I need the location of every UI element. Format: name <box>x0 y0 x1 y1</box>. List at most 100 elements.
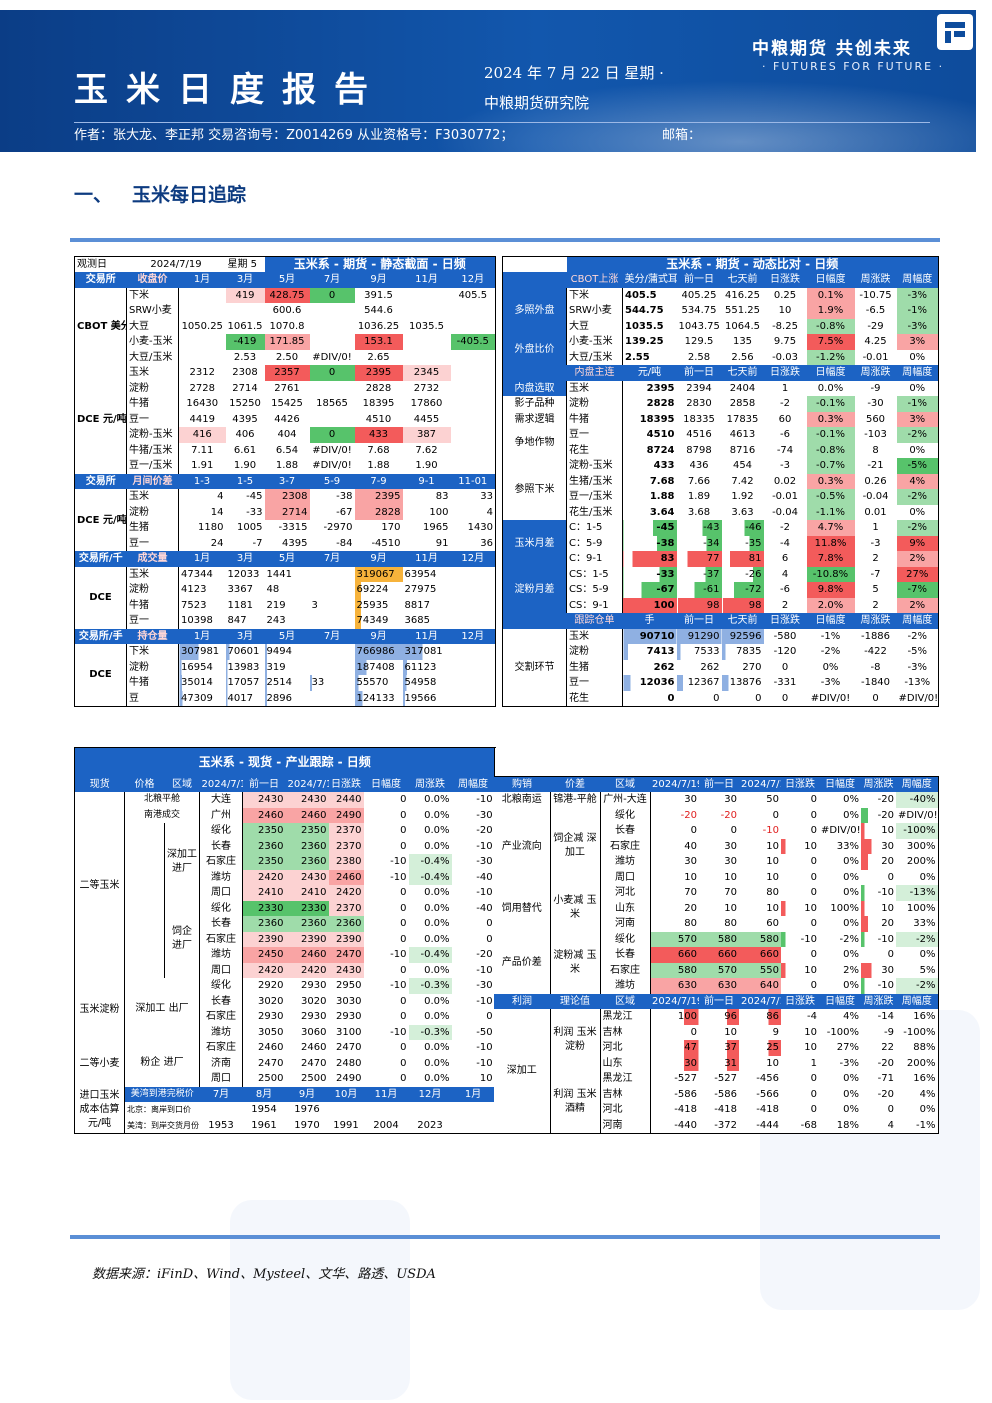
obs-date-label: 观测日 <box>77 259 107 270</box>
region: 潍坊 <box>600 854 651 870</box>
value-cell: 25 <box>739 1040 781 1056</box>
open-interest-cell: 9494 <box>264 644 310 660</box>
value-cell: 2023 <box>417 1119 443 1131</box>
value-cell: -61 <box>676 582 722 598</box>
value-cell <box>409 1102 452 1118</box>
price-label: 南港成交 <box>124 807 200 823</box>
region: 周口 <box>199 962 243 978</box>
volume-cell <box>310 582 355 598</box>
value-cell: -1.2% <box>806 349 855 365</box>
table-row: 影子品种 淀粉 2828 2830 2858 -2 -0.1% -30 -1% <box>502 396 939 412</box>
value-cell: 0% <box>909 351 926 363</box>
value-cell: 2360 <box>242 838 286 854</box>
value-cell: -10 <box>390 856 407 868</box>
brand-name: 中粮期货 共创未来 <box>752 39 912 59</box>
import-header: 美湾到港完税价 <box>124 1086 200 1102</box>
column-header: 利润 <box>494 993 550 1009</box>
exchange-group: DCE <box>74 566 127 629</box>
month-header: 5月 <box>264 628 310 644</box>
volume-cell: 47344 <box>181 568 213 580</box>
value-cell: -10 <box>476 1042 493 1054</box>
region: 绥化 <box>199 823 243 839</box>
volume-cell: 243 <box>266 615 286 627</box>
value-cell: 2460 <box>258 1042 284 1054</box>
value-cell: 10 <box>684 871 697 883</box>
value-cell: 0.1% <box>806 287 855 303</box>
value-cell: -68 <box>800 1119 817 1131</box>
value-cell <box>364 1102 409 1118</box>
column-header: 周涨跌 <box>854 613 897 629</box>
value-cell: -2 <box>780 522 790 534</box>
table-row: 淀粉 14 -33 2714 -67 2828 100 4 <box>75 504 496 520</box>
table-row: 饲用替代 小麦减 玉米 河北 70 70 80 0 0% -10 -13% <box>494 885 938 932</box>
value-cell: 0 <box>690 1026 697 1038</box>
table-row: 豆一 12036 12367 13876 -331 -3% -1840 -13% <box>503 675 939 691</box>
value-cell: 30 <box>724 794 737 806</box>
value-cell: 80 <box>724 918 737 930</box>
value-cell: 3020 <box>258 995 284 1007</box>
value-cell: 27% <box>836 1042 859 1054</box>
group-label: 多照外盘 <box>502 287 567 334</box>
value-cell: 3% <box>896 334 939 350</box>
value-cell: -72 <box>721 582 764 598</box>
value-cell: 0 <box>400 809 407 821</box>
value-cell: 0 <box>872 692 879 704</box>
value-cell: -2% <box>896 489 939 505</box>
table-row: 淀粉 4123 3367 48 69224 27975 <box>75 582 496 598</box>
table-row: 参照下米 淀粉-玉米 433 436 454 -3 -0.7% -21 -5% <box>502 458 939 520</box>
month-header: 5-9 <box>309 473 355 489</box>
table-row: 北京：离岸到口价 1954 1976 <box>75 1102 495 1118</box>
value-cell <box>403 303 451 319</box>
value-cell: 2308 <box>232 367 258 379</box>
exchange-header: 交易所/手 <box>74 628 127 644</box>
volume-cell: 10398 <box>181 615 213 627</box>
table-row: 石家庄 580 570 550 10 2% 30 5% <box>494 962 938 978</box>
value-cell: 1961 <box>251 1119 277 1131</box>
open-interest-cell: 307981 <box>178 644 226 660</box>
value-cell: 1.90 <box>233 460 257 472</box>
value-cell: 0 <box>810 949 817 961</box>
region: 长春 <box>600 823 651 839</box>
value-cell: 3100 <box>336 1026 362 1038</box>
spread-cell: 33 <box>480 491 494 503</box>
value-cell: 2370 <box>328 823 364 839</box>
value-cell: 454 <box>732 460 753 472</box>
open-interest-cell: 766986 <box>354 644 403 660</box>
value-cell: 30 <box>684 794 697 806</box>
value-cell: -30 <box>476 809 493 821</box>
value-cell: -0.01 <box>772 491 798 503</box>
spread-cell: -2970 <box>323 522 353 534</box>
section-title-text: 玉米每日追踪 <box>132 184 247 206</box>
value-cell: -1% <box>896 303 939 319</box>
region: 广州 <box>199 807 243 823</box>
group-label: 参照下米 <box>502 458 567 520</box>
value-cell: -2% <box>896 931 938 947</box>
product-name: CS：9-1 <box>566 597 623 613</box>
value-cell: -10 <box>476 964 493 976</box>
month-header: 9-1 <box>402 473 451 489</box>
price-label: 粉企 进厂 <box>124 1040 200 1087</box>
table-row: 吉林 0 10 9 10 -100% -9 -100% <box>494 1024 938 1040</box>
value-cell: 580 <box>739 931 781 947</box>
value-cell: 7.62 <box>415 444 438 456</box>
table-row: 淀粉月差 CS：1-5 -33 -37 -26 4 -10.8% -7 27% <box>502 566 939 613</box>
product-name: 生猪 <box>126 520 179 536</box>
value-cell: -10 <box>390 871 407 883</box>
product-name: 大豆/玉米 <box>126 349 179 365</box>
table-row: 河南 -440 -372 -444 -68 18% 4 -1% <box>494 1117 938 1133</box>
open-interest-cell: 33 <box>309 675 355 691</box>
value-cell: 2930 <box>336 1011 362 1023</box>
value-cell: 4% <box>919 1088 936 1100</box>
column-header: 前一日 <box>676 613 722 629</box>
email-label: 邮箱： <box>662 128 702 143</box>
metric-header: 持仓量 <box>126 628 179 644</box>
value-cell: -0.01 <box>862 351 889 363</box>
value-cell: #DIV/0! <box>312 351 352 363</box>
value-cell: -9 <box>884 1026 894 1038</box>
value-cell: 416 <box>178 427 226 443</box>
value-cell: 433 <box>653 460 675 472</box>
value-cell: 83 <box>622 551 677 567</box>
value-cell: 2360 <box>242 916 286 932</box>
